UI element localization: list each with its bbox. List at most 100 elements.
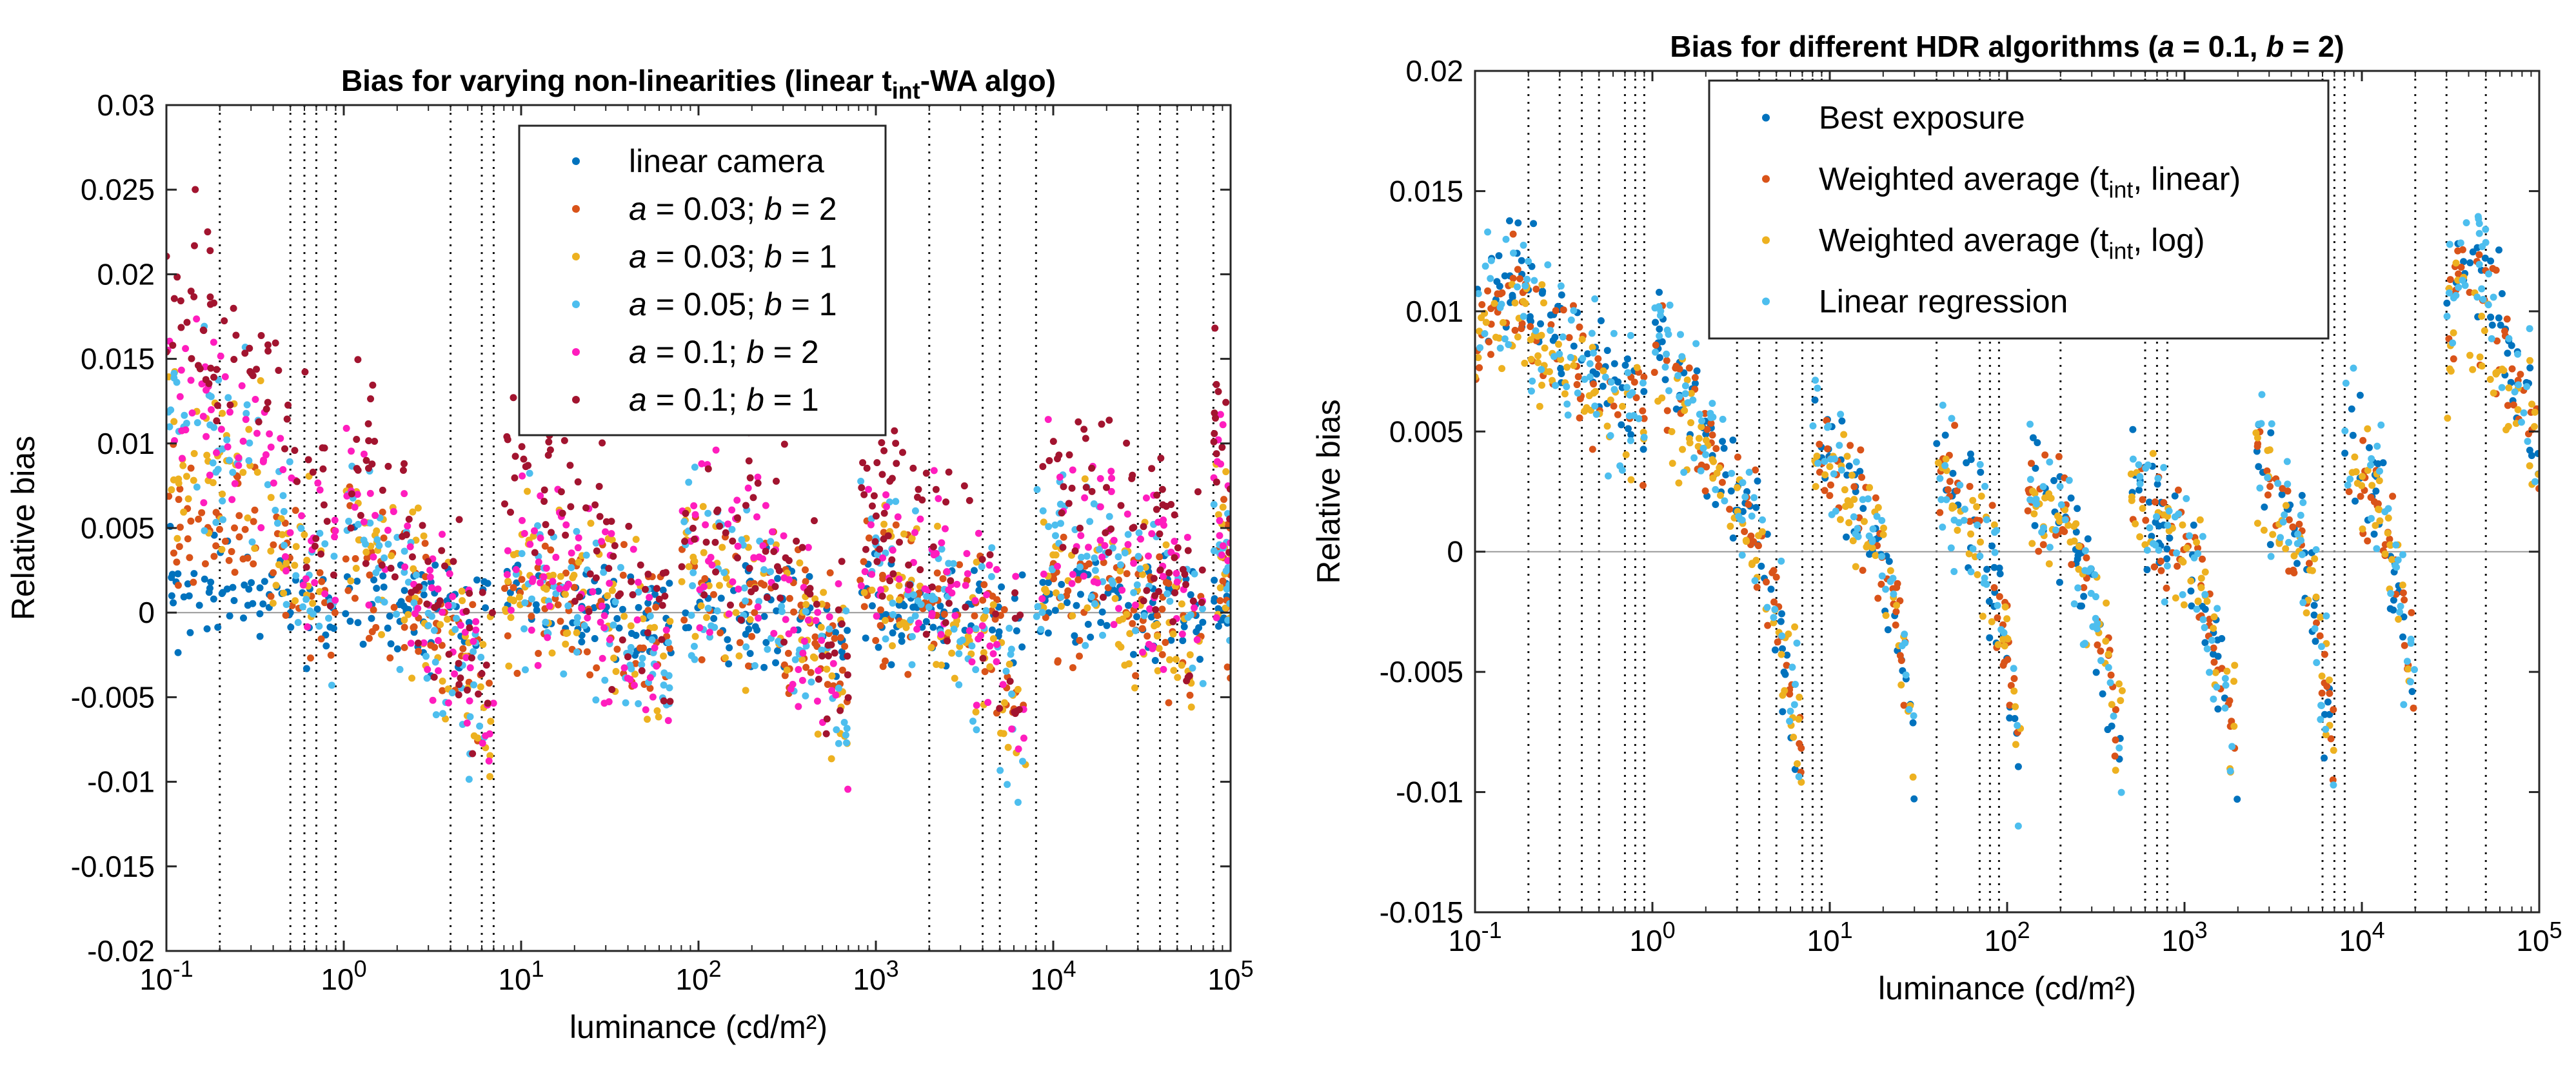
- data-point-series-5: [1102, 484, 1110, 491]
- data-point-series-3: [2163, 562, 2171, 570]
- data-point-series-3: [2091, 571, 2099, 578]
- data-point-series-0: [1518, 257, 1525, 264]
- data-point-series-3: [2210, 695, 2217, 703]
- data-point-series-0: [682, 609, 689, 617]
- data-point-series-2: [420, 532, 428, 540]
- data-point-series-3: [1676, 331, 1684, 338]
- data-point-series-1: [2007, 681, 2015, 689]
- data-point-series-3: [1520, 313, 1527, 320]
- data-point-series-5: [571, 598, 579, 605]
- data-point-series-3: [302, 596, 310, 603]
- data-point-series-2: [1117, 643, 1125, 651]
- data-point-series-3: [818, 646, 826, 654]
- data-point-series-3: [835, 684, 842, 692]
- data-point-series-3: [1997, 626, 2005, 634]
- data-point-series-5: [986, 551, 994, 559]
- data-point-series-3: [1639, 379, 1647, 387]
- data-point-series-5: [246, 367, 254, 375]
- data-point-series-5: [301, 368, 309, 376]
- data-point-series-0: [302, 665, 310, 672]
- data-point-series-3: [1210, 501, 1218, 509]
- legend-entry-1-part: = 2: [782, 191, 837, 227]
- data-point-series-5: [255, 418, 263, 426]
- data-point-series-0: [898, 632, 906, 640]
- data-point-series-4: [1213, 614, 1220, 622]
- data-point-series-1: [1511, 326, 1519, 334]
- data-point-series-2: [1781, 687, 1788, 694]
- data-point-series-4: [302, 575, 310, 583]
- data-point-series-4: [1080, 573, 1087, 580]
- data-point-series-0: [773, 607, 780, 614]
- data-point-series-5: [884, 532, 892, 540]
- data-point-series-3: [628, 665, 635, 672]
- data-point-series-1: [1676, 365, 1683, 373]
- data-point-series-5: [868, 502, 876, 510]
- data-point-series-2: [2001, 603, 2009, 611]
- data-point-series-5: [1182, 581, 1190, 589]
- data-point-series-1: [270, 541, 277, 549]
- data-point-series-0: [1967, 456, 1975, 464]
- data-point-series-4: [993, 641, 1001, 649]
- data-point-series-0: [844, 627, 851, 634]
- data-point-series-1: [1652, 341, 1660, 349]
- data-point-series-2: [1879, 524, 1887, 532]
- data-point-series-3: [1751, 577, 1759, 585]
- data-point-series-1: [1752, 466, 1759, 474]
- data-point-series-2: [1942, 455, 1950, 463]
- data-point-series-4: [1130, 560, 1138, 567]
- data-point-series-0: [1624, 425, 1632, 433]
- data-point-series-2: [1495, 334, 1503, 342]
- data-point-series-5: [196, 365, 204, 373]
- data-point-series-2: [459, 597, 466, 605]
- data-point-series-3: [1586, 360, 1594, 367]
- data-point-series-2: [1514, 333, 1521, 341]
- data-point-series-5: [625, 522, 633, 530]
- data-point-series-2: [219, 490, 226, 498]
- data-point-series-1: [1516, 275, 1524, 282]
- x-tick-label: 103: [853, 955, 898, 996]
- data-point-series-0: [1996, 570, 2004, 578]
- data-point-series-1: [1138, 625, 1146, 632]
- data-point-series-3: [1980, 579, 1988, 587]
- y-tick-label: -0.01: [87, 765, 155, 799]
- data-point-series-5: [1189, 597, 1197, 605]
- data-point-series-0: [1018, 571, 1026, 579]
- data-point-series-5: [746, 474, 754, 482]
- data-point-series-4: [535, 558, 542, 566]
- data-point-series-1: [1741, 527, 1749, 535]
- data-point-series-0: [322, 642, 330, 650]
- data-point-series-0: [2148, 533, 2155, 540]
- data-point-series-0: [2056, 578, 2063, 586]
- data-point-series-2: [2001, 642, 2008, 650]
- data-point-series-0: [2154, 480, 2161, 488]
- data-point-series-5: [655, 595, 663, 603]
- data-point-series-5: [1105, 416, 1113, 424]
- data-point-series-3: [2106, 679, 2114, 687]
- data-point-series-3: [1224, 616, 1231, 624]
- data-point-series-4: [857, 582, 865, 590]
- data-point-series-5: [653, 585, 660, 592]
- x-tick-label: 102: [1984, 917, 2030, 957]
- data-point-series-4: [426, 573, 434, 581]
- data-point-series-2: [1791, 623, 1799, 631]
- data-point-series-1: [2006, 701, 2014, 709]
- data-point-series-0: [2504, 349, 2512, 357]
- data-point-series-0: [2214, 705, 2222, 713]
- data-point-series-5: [978, 556, 986, 563]
- data-point-series-2: [1796, 693, 1803, 701]
- data-point-series-0: [868, 602, 876, 610]
- data-point-series-3: [635, 700, 642, 707]
- data-point-series-2: [1040, 518, 1047, 526]
- data-point-series-5: [585, 607, 593, 615]
- data-point-series-3: [1878, 516, 1886, 524]
- data-point-series-5: [1045, 456, 1053, 464]
- data-point-series-5: [892, 440, 900, 447]
- data-point-series-5: [1076, 524, 1084, 532]
- data-point-series-1: [2111, 752, 2119, 760]
- data-point-series-1: [2374, 500, 2382, 507]
- legend-entry-1-part: , linear): [2133, 161, 2241, 197]
- data-point-series-1: [646, 685, 654, 692]
- data-point-series-4: [662, 626, 670, 634]
- legend-entry-2-part: a: [629, 239, 647, 275]
- data-point-series-5: [1065, 451, 1073, 459]
